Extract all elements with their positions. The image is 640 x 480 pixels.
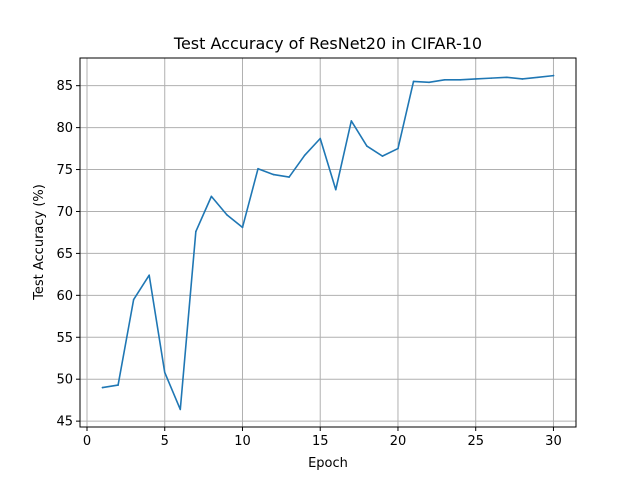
x-axis-label: Epoch bbox=[308, 456, 348, 471]
y-axis-label: Test Accuracy (%) bbox=[32, 184, 47, 301]
data-point bbox=[397, 147, 399, 150]
series-group bbox=[101, 74, 555, 411]
data-point bbox=[226, 214, 228, 216]
data-point bbox=[521, 78, 524, 80]
x-axis-ticks: 0 5 10 15 20 25 30 bbox=[83, 427, 562, 449]
data-point bbox=[552, 74, 555, 77]
y-tick-label: 85 bbox=[56, 79, 73, 94]
data-point bbox=[179, 408, 182, 411]
data-point bbox=[506, 76, 508, 79]
x-tick-label: 0 bbox=[83, 434, 91, 449]
chart-title: Test Accuracy of ResNet20 in CIFAR-10 bbox=[173, 34, 482, 53]
data-point bbox=[537, 76, 539, 79]
data-point bbox=[257, 167, 259, 170]
data-point bbox=[132, 298, 135, 301]
x-tick-label: 25 bbox=[467, 434, 484, 449]
data-point bbox=[350, 120, 353, 122]
y-tick-label: 60 bbox=[56, 289, 73, 304]
y-tick-label: 70 bbox=[56, 205, 73, 220]
x-tick-label: 10 bbox=[234, 434, 251, 449]
y-tick-label: 75 bbox=[56, 163, 73, 178]
data-point bbox=[195, 230, 197, 233]
data-point bbox=[381, 155, 384, 157]
data-point bbox=[241, 226, 244, 229]
x-tick-label: 30 bbox=[545, 434, 562, 449]
data-point bbox=[474, 78, 477, 80]
y-tick-label: 50 bbox=[56, 373, 73, 388]
data-point bbox=[428, 81, 430, 84]
data-point bbox=[490, 77, 493, 79]
data-point bbox=[163, 371, 166, 374]
x-tick-label: 20 bbox=[390, 434, 407, 449]
y-tick-label: 65 bbox=[56, 247, 73, 262]
data-point bbox=[319, 137, 322, 140]
y-tick-label: 45 bbox=[56, 415, 73, 430]
data-point bbox=[101, 386, 104, 389]
data-point bbox=[366, 145, 368, 147]
x-tick-label: 5 bbox=[161, 434, 169, 449]
data-point bbox=[117, 384, 119, 386]
y-tick-label: 80 bbox=[56, 121, 73, 136]
data-point bbox=[459, 79, 461, 81]
x-tick-label: 15 bbox=[312, 434, 329, 449]
series-line bbox=[101, 74, 555, 411]
data-point bbox=[303, 154, 306, 157]
data-point bbox=[272, 173, 275, 176]
data-point bbox=[412, 80, 415, 83]
data-point bbox=[210, 195, 213, 198]
grid bbox=[80, 58, 576, 427]
data-point bbox=[288, 176, 290, 178]
y-tick-label: 55 bbox=[56, 331, 73, 346]
plot-frame bbox=[79, 57, 577, 428]
y-axis-ticks: 45 50 55 60 65 70 75 80 85 bbox=[56, 79, 80, 430]
data-point bbox=[334, 188, 337, 191]
data-point bbox=[443, 79, 446, 81]
data-point bbox=[148, 274, 150, 277]
